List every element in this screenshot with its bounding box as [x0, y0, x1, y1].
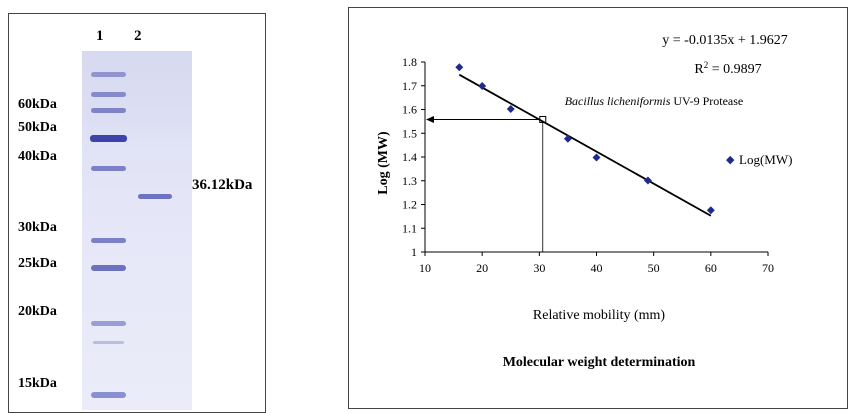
x-tick-label: 40: [591, 261, 603, 275]
marker-band: [93, 341, 124, 344]
y-tick-label: 1.7: [402, 79, 417, 93]
mw-label-30kda: 30kDa: [18, 220, 57, 235]
annotation-species: Bacillus licheniformis: [565, 94, 671, 108]
x-tick-label: 50: [648, 261, 660, 275]
y-tick-label: 1.5: [402, 126, 417, 140]
sample-band: [138, 194, 172, 199]
mw-standard-curve-chart: 11.11.21.31.41.51.61.71.810 20 30 40 50 60 70 …: [376, 33, 792, 370]
mw-label-25kda: 25kDa: [18, 256, 57, 271]
marker-band: [91, 108, 126, 113]
data-point: [643, 176, 652, 185]
marker-band-25kda: [91, 265, 126, 271]
gel-image: [82, 51, 192, 410]
marker-band-15kda: [91, 392, 126, 398]
x-tick-label: 70: [762, 261, 774, 275]
y-tick-label: 1: [411, 245, 417, 259]
x-tick-label: 10: [419, 261, 431, 275]
r-squared-value: = 0.9897: [708, 62, 761, 77]
marker-band-30kda: [91, 238, 126, 243]
data-point: [455, 63, 464, 72]
legend-label: Log(MW): [739, 152, 792, 167]
y-tick-label: 1.6: [402, 103, 417, 117]
x-tick-label: 60: [705, 261, 717, 275]
protease-annotation: Bacillus licheniformis UV-9 Protease: [565, 94, 744, 108]
r-squared-superscript: 2: [704, 60, 709, 70]
chart-caption: Molecular weight determination: [503, 355, 696, 370]
mw-label-60kda: 60kDa: [18, 97, 57, 112]
x-tick-label: 20: [476, 261, 488, 275]
data-point: [706, 206, 715, 215]
arrow-head: [426, 115, 434, 123]
y-tick-label: 1.1: [402, 221, 417, 235]
linear-trendline: [458, 73, 712, 217]
y-axis-label: Log (MW): [376, 131, 391, 195]
marker-band: [91, 72, 126, 77]
trendline-group: [458, 73, 712, 217]
y-tick-label: 1.8: [402, 55, 417, 69]
mw-standard-curve-panel: 1 1.1 1.2 1.3 1.4 1.5 1.6 1.7 1.8 10 20 30 40 50 60 70 …: [348, 7, 848, 409]
mw-label-40kda: 40kDa: [18, 149, 57, 164]
marker-band-40kda: [91, 166, 126, 171]
lane-1-label: 1: [96, 28, 104, 44]
r-squared-prefix: R: [694, 62, 704, 77]
chart-ticks: 1 1.1 1.2 1.3 1.4 1.5 1.6 1.7 1.8 10 20 30 40 50 60 70: [402, 55, 774, 275]
y-tick-label: 1.3: [402, 174, 417, 188]
mw-label-20kda: 20kDa: [18, 304, 57, 319]
marker-band-20kda: [91, 321, 126, 326]
sds-page-gel-panel: 1 2 60kDa 50kDa 40kDa 30kDa 25kDa 20kDa …: [8, 13, 266, 413]
data-point: [506, 105, 515, 114]
r-squared-label: R2 = 0.9897: [694, 60, 761, 77]
marker-band: [91, 92, 126, 97]
data-point: [592, 153, 601, 162]
data-point: [563, 134, 572, 143]
x-axis-label: Relative mobility (mm): [533, 308, 666, 323]
legend-marker: ◆: [726, 154, 735, 166]
trendline-equation: y = -0.0135x + 1.9627: [662, 33, 787, 48]
mw-label-15kda: 15kDa: [18, 376, 57, 391]
data-point: [478, 81, 487, 90]
y-tick-label: 1.2: [402, 198, 417, 212]
annotation-rest: UV-9 Protease: [670, 94, 743, 108]
marker-band-50kda: [90, 135, 127, 142]
sample-band-label: 36.12kDa: [192, 177, 253, 193]
x-tick-label: 30: [533, 261, 545, 275]
lane-2-label: 2: [134, 28, 142, 44]
mw-label-50kda: 50kDa: [18, 120, 57, 135]
data-points: [455, 63, 715, 215]
y-tick-label: 1.4: [402, 150, 417, 164]
unknown-guides: [426, 115, 547, 252]
